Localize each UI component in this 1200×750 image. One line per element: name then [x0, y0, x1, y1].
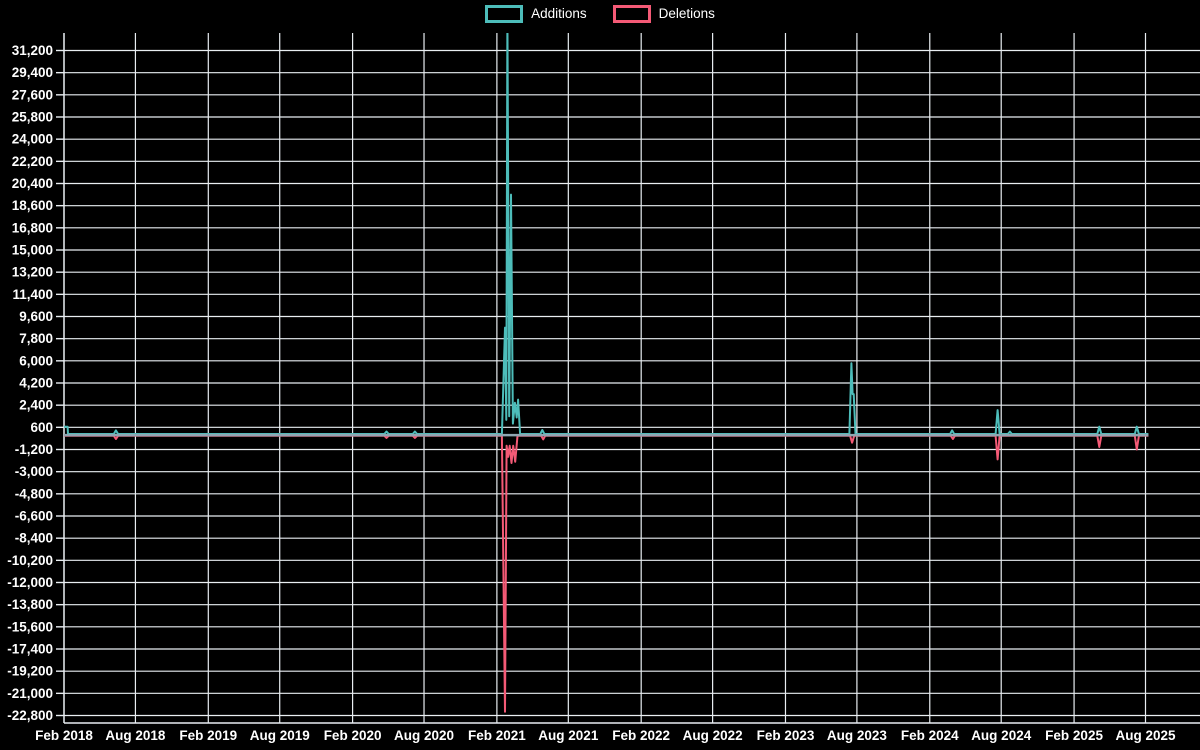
legend-label-deletions: Deletions	[658, 6, 715, 21]
deletions-line	[64, 434, 1149, 713]
deletions-swatch-icon	[612, 5, 651, 23]
y-tick-label: -12,000	[7, 575, 53, 590]
x-axis-label: Aug 2018	[105, 728, 166, 743]
y-tick-label: -3,000	[15, 464, 53, 479]
x-axis-label: Aug 2024	[971, 728, 1032, 743]
y-tick-label: 7,800	[19, 331, 53, 346]
y-tick-label: -22,800	[7, 708, 53, 723]
x-axis-label: Feb 2019	[179, 728, 237, 743]
legend-item-additions[interactable]: Additions	[485, 5, 587, 23]
x-axis-label: Feb 2024	[901, 728, 959, 743]
legend-label-additions: Additions	[531, 6, 587, 21]
x-axis-label: Feb 2025	[1045, 728, 1103, 743]
x-axis-label: Aug 2019	[250, 728, 310, 743]
y-tick-label: 600	[30, 420, 53, 435]
y-tick-label: 11,400	[12, 287, 53, 302]
y-tick-label: -17,400	[7, 642, 53, 657]
y-tick-label: -19,200	[7, 664, 53, 679]
y-tick-label: 22,200	[12, 154, 53, 169]
y-tick-label: 31,200	[12, 43, 53, 58]
y-tick-label: 29,400	[12, 65, 53, 80]
x-axis-label: Aug 2020	[394, 728, 454, 743]
y-tick-label: 4,200	[19, 376, 53, 391]
y-tick-label: 16,800	[12, 220, 53, 235]
y-tick-label: 9,600	[19, 309, 53, 324]
y-tick-label: 15,000	[12, 243, 53, 258]
y-tick-label: -13,800	[7, 597, 53, 612]
y-tick-label: -4,800	[15, 486, 53, 501]
x-axis-label: Aug 2022	[683, 728, 743, 743]
y-tick-label: 27,600	[12, 87, 53, 102]
y-tick-label: 20,400	[12, 176, 53, 191]
x-axis-label: Feb 2023	[757, 728, 815, 743]
y-tick-label: 24,000	[12, 132, 53, 147]
y-tick-label: 13,200	[12, 265, 53, 280]
y-tick-label: -1,200	[15, 442, 53, 457]
y-tick-label: 6,000	[19, 353, 53, 368]
y-tick-label: -15,600	[7, 619, 53, 634]
y-tick-label: 25,800	[12, 110, 53, 125]
y-tick-label: -8,400	[15, 531, 53, 546]
additions-swatch-icon	[485, 5, 524, 23]
x-axis-label: Feb 2022	[612, 728, 670, 743]
x-axis-label: Feb 2021	[468, 728, 526, 743]
x-axis-label: Feb 2020	[324, 728, 382, 743]
chart-legend: Additions Deletions	[0, 5, 1200, 23]
y-tick-label: 2,400	[19, 398, 53, 413]
y-tick-label: -6,600	[15, 509, 53, 524]
additions-line	[64, 33, 1149, 435]
legend-item-deletions[interactable]: Deletions	[612, 5, 715, 23]
x-axis-label: Feb 2018	[35, 728, 93, 743]
y-tick-label: -10,200	[7, 553, 53, 568]
y-tick-label: -21,000	[7, 686, 53, 701]
y-tick-label: 18,600	[12, 198, 53, 213]
x-axis-label: Aug 2025	[1115, 728, 1176, 743]
x-axis-label: Aug 2023	[827, 728, 888, 743]
x-axis-label: Aug 2021	[538, 728, 599, 743]
